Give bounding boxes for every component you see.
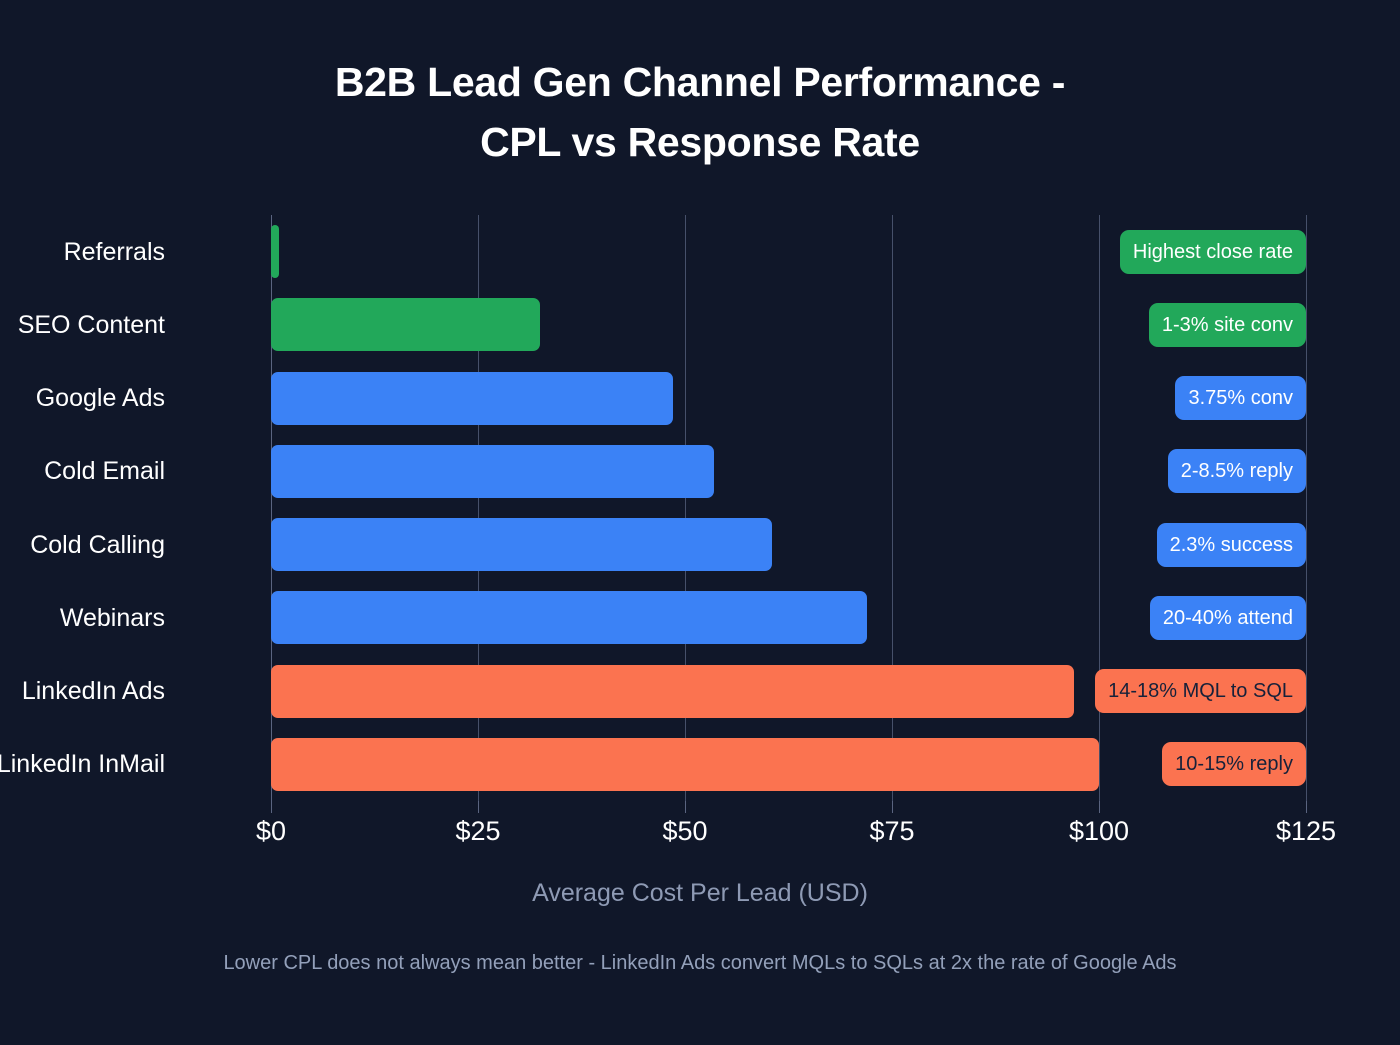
- x-tick-label-125: $125: [1275, 816, 1337, 846]
- annotation-badge-linkedin-inmail: 10-15% reply: [1162, 742, 1306, 787]
- gridline-50: [685, 215, 686, 801]
- bar-row[interactable]: LinkedIn Ads 14-18% MQL to SQL: [22, 655, 1306, 728]
- chart-title-line-1: B2B Lead Gen Channel Performance -: [334, 59, 1066, 105]
- bar-cold-email[interactable]: [271, 444, 714, 498]
- annotation-badge-linkedin-ads: 14-18% MQL to SQL: [1095, 669, 1306, 714]
- x-tick-label-100: $100: [1068, 816, 1130, 846]
- x-tick-mark: [1306, 801, 1307, 813]
- bar-linkedin-ads[interactable]: [271, 664, 1075, 718]
- gridline-125: [1306, 215, 1307, 801]
- bar-referrals[interactable]: [271, 225, 280, 278]
- x-tick-label-0: $0: [255, 816, 287, 846]
- x-tick-mark: [1099, 801, 1100, 813]
- x-tick-mark: [271, 801, 272, 813]
- annotation-badge-referrals: Highest close rate: [1119, 229, 1306, 274]
- x-tick-mark: [478, 801, 479, 813]
- x-tick-mark: [892, 801, 893, 813]
- x-tick-mark: [685, 801, 686, 813]
- gridline-25: [478, 215, 479, 801]
- bar-row[interactable]: LinkedIn InMail 10-15% reply: [0, 728, 1306, 801]
- bar-seo-content[interactable]: [271, 298, 541, 352]
- y-axis-line: [271, 215, 272, 801]
- chart-title: B2B Lead Gen Channel Performance - CPL v…: [0, 52, 1400, 172]
- y-tick-label-cold-calling: Cold Calling: [30, 530, 165, 559]
- y-tick-label-seo-content: SEO Content: [17, 310, 165, 339]
- bar-google-ads[interactable]: [271, 371, 673, 425]
- y-tick-label-webinars: Webinars: [59, 603, 165, 632]
- y-tick-label-google-ads: Google Ads: [35, 384, 165, 413]
- y-tick-label-cold-email: Cold Email: [44, 457, 165, 486]
- plot-area: Referrals Highest close rate SEO Content 1-…: [0, 215, 1307, 801]
- chart-title-line-2: CPL vs Response Rate: [480, 119, 920, 165]
- y-tick-label-referrals: Referrals: [63, 237, 165, 266]
- annotation-badge-cold-calling: 2.3% success: [1156, 522, 1306, 567]
- bar-row[interactable]: Webinars 20-40% attend: [60, 581, 1306, 654]
- annotation-badge-seo-content: 1-3% site conv: [1148, 302, 1306, 347]
- bar-row[interactable]: SEO Content 1-3% site conv: [18, 288, 1306, 361]
- y-tick-label-linkedin-ads: LinkedIn Ads: [21, 677, 165, 706]
- bar-row[interactable]: Cold Email 2-8.5% reply: [44, 435, 1306, 508]
- y-tick-label-linkedin-inmail: LinkedIn InMail: [0, 750, 165, 779]
- gridline-75: [892, 215, 893, 801]
- annotation-badge-cold-email: 2-8.5% reply: [1167, 449, 1306, 494]
- gridline-100: [1099, 215, 1100, 801]
- bar-linkedin-inmail[interactable]: [271, 737, 1099, 791]
- bar-cold-calling[interactable]: [271, 518, 772, 571]
- chart-footnote: Lower CPL does not always mean better - …: [223, 952, 1177, 974]
- bar-row[interactable]: Cold Calling 2.3% success: [30, 508, 1306, 581]
- x-tick-label-25: $25: [455, 816, 501, 846]
- bar-row[interactable]: Google Ads 3.75% conv: [36, 362, 1306, 435]
- x-axis-title: Average Cost Per Lead (USD): [532, 879, 868, 907]
- annotation-badge-google-ads: 3.75% conv: [1175, 376, 1306, 421]
- x-tick-label-50: $50: [662, 816, 708, 846]
- x-tick-label-75: $75: [869, 816, 915, 846]
- bar-webinars[interactable]: [271, 591, 868, 645]
- bar-row[interactable]: Referrals Highest close rate: [64, 215, 1306, 288]
- annotation-badge-webinars: 20-40% attend: [1149, 595, 1306, 640]
